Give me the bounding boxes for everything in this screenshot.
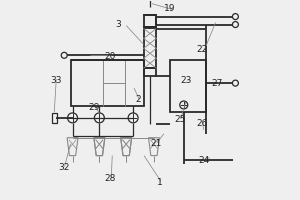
- Text: 27: 27: [212, 79, 223, 88]
- Text: 1: 1: [157, 178, 163, 187]
- Text: 23: 23: [180, 76, 191, 85]
- Text: 33: 33: [50, 76, 62, 85]
- Text: 2: 2: [135, 95, 141, 104]
- Bar: [144, 15, 156, 27]
- Bar: [144, 28, 156, 68]
- Text: 25: 25: [174, 115, 185, 124]
- Bar: [52, 113, 57, 123]
- Text: 24: 24: [198, 156, 209, 165]
- Text: 22: 22: [196, 45, 207, 54]
- Bar: [144, 68, 156, 76]
- Text: 20: 20: [105, 52, 116, 61]
- Text: 29: 29: [89, 103, 100, 112]
- Text: 32: 32: [58, 163, 69, 172]
- Text: 3: 3: [115, 20, 121, 29]
- Bar: [170, 60, 206, 112]
- Text: 21: 21: [150, 139, 162, 148]
- Text: 28: 28: [105, 174, 116, 183]
- Text: 26: 26: [196, 119, 207, 128]
- Bar: [70, 60, 144, 106]
- Text: 19: 19: [164, 4, 176, 13]
